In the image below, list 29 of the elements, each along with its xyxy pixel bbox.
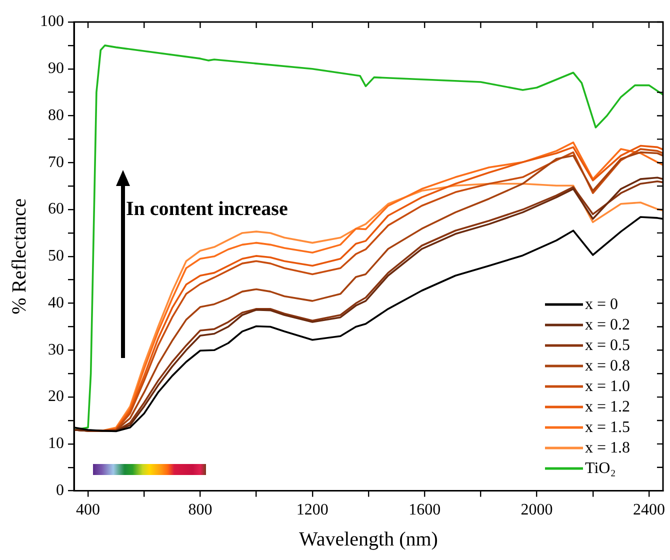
legend-label: x = 1.2 [585,398,630,416]
y-tick-label: 100 [40,13,64,30]
x-tick-label: 800 [188,502,212,519]
y-tick-label: 40 [48,294,64,312]
y-tick-label: 90 [48,60,64,78]
legend-label: x = 0 [585,296,618,313]
legend-label: x = 0.2 [585,316,630,334]
legend-label: x = 0.5 [585,336,630,354]
x-tick-label: 1600 [408,502,441,519]
annotation: In content increase [126,198,288,220]
legend-label: x = 0.8 [585,357,630,374]
y-tick-label: 0 [56,482,64,500]
y-tick-label: 60 [48,200,64,218]
y-tick-label: 10 [48,435,64,452]
y-tick-label: 20 [48,388,64,406]
x-tick-label: 1200 [296,502,328,519]
x-tick-label: 2000 [520,502,553,519]
x-tick-label: 2400 [632,502,665,519]
y-tick-label: 80 [48,106,64,124]
y-tick-label: 30 [48,341,64,358]
y-tick-label: 70 [48,154,64,171]
y-tick-label: 50 [48,248,64,265]
legend-label: x = 1.0 [585,378,630,395]
legend-label: x = 1.5 [585,418,630,436]
legend-label: TiO₂ [585,460,616,477]
legend-label: x = 1.8 [585,439,630,456]
y-axis-title: % Reflectance [8,198,30,314]
x-axis-title: Wavelength (nm) [299,528,438,550]
x-tick-label: 400 [76,502,100,519]
